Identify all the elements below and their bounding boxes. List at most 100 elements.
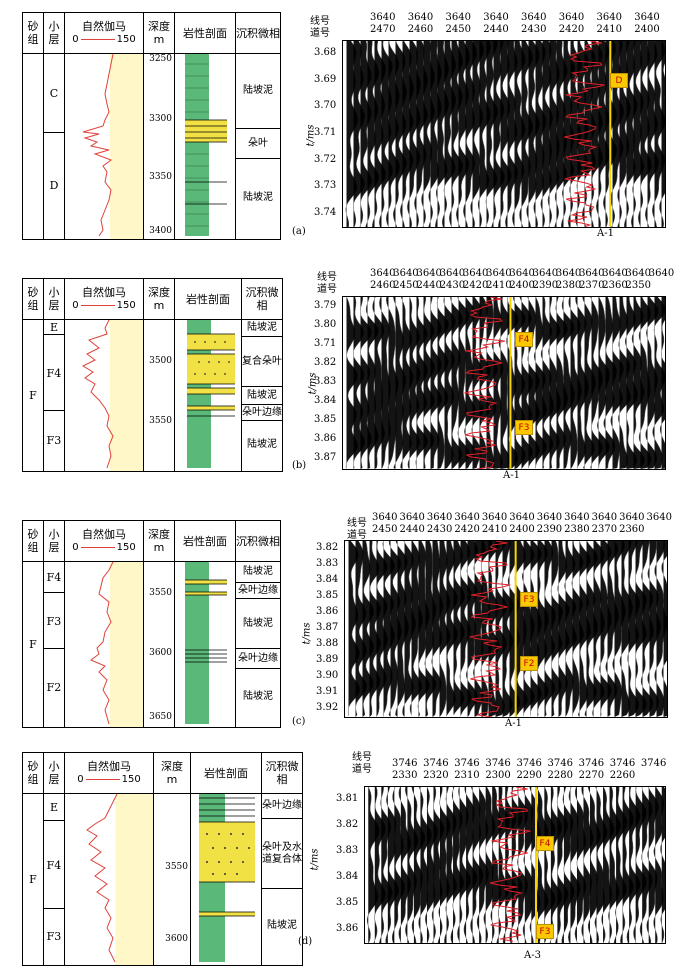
line-number: 3746 (609, 758, 636, 769)
hdr-gamma-title: 自然伽马 (87, 760, 131, 773)
hdr-gamma: 自然伽马 0 150 (64, 278, 144, 320)
hdr-lithology: 岩性剖面 (190, 752, 262, 794)
marker-f4: F4 (536, 836, 554, 851)
sand-col (22, 53, 44, 240)
seismic-trace (581, 787, 594, 943)
well-log-d: 砂组 小层 自然伽马 0 150 深度 m 岩性剖面 沉积微相 F E F4 F3 (22, 752, 303, 966)
well-log-b: 砂组 小层 自然伽马 0 150 深度 m 岩性剖面 沉积微相 F E F4 F3 (22, 278, 283, 472)
trace-number: 2370 (591, 524, 618, 535)
trace-number: 2380 (564, 524, 590, 535)
hdr-depth-title: 深度 (148, 528, 170, 541)
time-tick-label: 3.90 (316, 670, 339, 681)
line-number: 3640 (564, 512, 590, 523)
depth-col: 3550 3600 3650 (143, 561, 175, 728)
depth-3550: 3550 (165, 862, 188, 872)
seismic-section-d (364, 786, 666, 944)
well-c: A-1 (505, 718, 522, 729)
hdr-depth-title: 深度 (148, 286, 170, 299)
line-number: 3746 (392, 758, 418, 769)
trace-number: 2400 (509, 524, 535, 535)
time-tick-label: 3.86 (336, 923, 359, 934)
facies-2: 复合朵叶 (242, 336, 282, 387)
time-tick-label: 3.69 (314, 73, 337, 85)
line-number: 3640 (454, 512, 480, 523)
trace-number: 2440 (399, 524, 425, 535)
time-tick-label: 3.82 (316, 542, 339, 553)
line-number: 3746 (516, 758, 542, 769)
seismic-section-c (344, 540, 668, 718)
line-number: 3640 (407, 12, 434, 23)
zone-f4: F4 (44, 820, 64, 909)
trace-number: 2390 (536, 524, 563, 535)
time-tick-label: 3.92 (316, 702, 339, 713)
line-number: 3640 (509, 512, 535, 523)
panel-b: 砂组 小层 自然伽马 0 150 深度 m 岩性剖面 沉积微相 F E F4 F3 (0, 262, 700, 482)
facies-2: 朵叶 (236, 128, 280, 159)
gamma-legend: 0 150 (65, 541, 143, 554)
seismic-trace (398, 787, 412, 943)
line-number: 3640 (372, 512, 398, 523)
sand-f: F (29, 638, 37, 651)
time-tick-label: 3.85 (316, 590, 339, 601)
trace-number: 2440 (416, 280, 442, 291)
time-tick-label: 3.80 (314, 318, 337, 330)
line-number: 3640 (532, 268, 559, 279)
seismic-trace (574, 787, 587, 943)
trace-number: 2300 (485, 770, 511, 781)
line-number: 3640 (591, 512, 618, 523)
panel-a: 砂组 小层 自然伽马 0 150 深度 m 岩性剖面 沉积微相 C D (0, 0, 700, 240)
gamma-curve (82, 53, 114, 237)
seismic-gamma-log (469, 541, 511, 717)
seismic-gamma-log (464, 297, 506, 469)
seismic-wiggles (345, 297, 665, 469)
time-tick-label: 3.72 (314, 153, 337, 165)
hdr-depth-unit: m (153, 33, 165, 46)
panel-c: 砂组 小层 自然伽马 0 150 深度 m 岩性剖面 沉积微相 F F4 F3 F2 (0, 508, 700, 736)
facies-1: 陆坡泥 (243, 566, 273, 577)
hdr-lithology: 岩性剖面 (174, 12, 236, 54)
well-d: A-3 (524, 950, 541, 961)
line-number: 3640 (648, 268, 675, 279)
zone-c: C (49, 86, 59, 100)
line-number: 3640 (462, 268, 489, 279)
trace-number: 2410 (486, 280, 512, 291)
line-label: 线号 (317, 272, 337, 283)
gamma-max: 150 (116, 300, 136, 311)
hdr-sub-layer: 小层 (43, 278, 65, 320)
line-number: 3746 (640, 758, 667, 769)
hdr-depth: 深度 m (143, 278, 175, 320)
seismic-trace (418, 787, 432, 943)
trace-number: 2450 (445, 24, 471, 35)
seismic-trace (659, 41, 665, 227)
lithology-col (174, 561, 236, 728)
lithology-column (185, 54, 227, 236)
well-a: A-1 (597, 228, 614, 239)
seismic-trace (660, 787, 665, 943)
trace-number: 2390 (532, 280, 559, 291)
time-tick-label: 3.86 (314, 433, 337, 445)
hdr-depth-title: 深度 (161, 760, 183, 773)
zone-f4: F4 (46, 570, 62, 584)
trace-number: 2290 (516, 770, 542, 781)
hdr-depth: 深度 m (143, 12, 175, 54)
facies-3: 陆坡泥 (236, 158, 280, 237)
trace-number: 2370 (579, 280, 605, 291)
gamma-legend-line (80, 547, 115, 548)
facies-3: 陆坡泥 (236, 598, 280, 649)
gamma-legend: 0 150 (65, 33, 143, 46)
time-tick-label: 3.91 (316, 686, 339, 697)
seismic-trace (479, 297, 491, 469)
line-number: 3746 (423, 758, 449, 769)
depth-3300: 3300 (149, 114, 172, 124)
trace-number: 2380 (555, 280, 582, 291)
line-number: 3640 (486, 268, 512, 279)
trace-number: 2420 (462, 280, 489, 291)
depth-3600: 3600 (165, 934, 188, 944)
caption-b: (b) (292, 460, 307, 471)
gamma-curve-cell (64, 53, 144, 240)
time-tick-label: 3.70 (314, 100, 337, 112)
trace-number: 2420 (558, 24, 585, 35)
trace-number: 2450 (393, 280, 419, 291)
seismic-wiggles (366, 787, 665, 943)
marker-f3: F3 (536, 924, 554, 939)
